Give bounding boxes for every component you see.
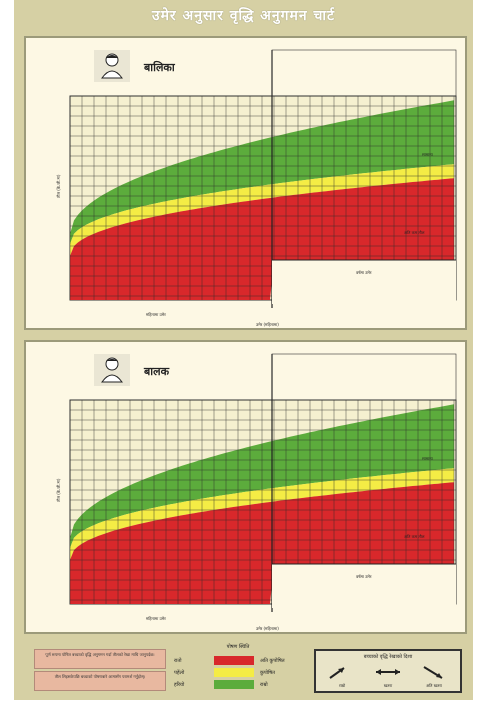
- x-axis-years-label: वर्षमा उमेर: [356, 574, 372, 579]
- yellow-swatch: [214, 668, 254, 677]
- legend-row-red: रातो अति कुपोषित: [170, 655, 306, 667]
- direction-title: बच्चाको वृद्धि रेखाको दिशा: [363, 654, 413, 660]
- legend-code: हरियो: [174, 682, 185, 688]
- poster-title: उमेर अनुसार वृद्धि अनुगमन चार्ट: [151, 8, 336, 24]
- x-axis-months-label: महिनामा उमेर: [146, 312, 166, 317]
- direction-danger: खतरा: [368, 663, 408, 689]
- upper-right-frame: [271, 49, 457, 97]
- legend-code: पहेंलो: [174, 670, 185, 676]
- boy-label: बालक: [144, 365, 170, 378]
- boy-growth-chart: तौल (के.जी.मा) महिनामा उमेर उमेर (महिनामा)…: [56, 353, 457, 631]
- grid-lines: [69, 399, 456, 604]
- lower-right-blank: [272, 564, 456, 608]
- direction-label: खतरा: [383, 683, 393, 688]
- boy-growth-panel: बालक तौल (के.जी.मा) महिनामा उमेर उमेर (महि…: [24, 340, 467, 634]
- x-axis-age-label: उमेर (महिनामा): [256, 626, 279, 631]
- direction-label: राम्रो: [338, 683, 346, 688]
- green-zone-label: सामान्य: [422, 152, 433, 157]
- green-swatch: [214, 680, 254, 689]
- legend-row-yellow: पहेंलो कुपोषित: [170, 667, 306, 679]
- arrow-flat-icon: [376, 669, 400, 675]
- legend-title: पोषण स्थिति: [226, 644, 250, 650]
- info-strip: पूर्ण रूपमा पोषित बच्चाको वृद्धि अनुगमन …: [24, 643, 463, 693]
- legend-desc: कुपोषित: [260, 670, 276, 676]
- x-axis-age-label: उमेर (महिनामा): [256, 322, 279, 327]
- girl-label: बालिका: [144, 61, 175, 74]
- y-axis-label: तौल (के.जी.मा): [56, 478, 61, 502]
- red-zone-label: अति कम तौल: [404, 534, 425, 539]
- note-2: तौल लिइसकेपछि बच्चाको पोषणबारे आमासँग पर…: [34, 671, 166, 691]
- y-axis-label: तौल (के.जी.मा): [56, 174, 61, 198]
- legend-desc: अति कुपोषित: [260, 658, 285, 664]
- direction-label: अति खतरा: [426, 683, 442, 688]
- arrow-down-icon: [423, 666, 443, 679]
- arrow-up-icon: [329, 667, 345, 679]
- legend-code: रातो: [174, 658, 182, 664]
- girl-growth-panel: बालिका तौल (के.जी.मा) महिनामा उमेर उमेर (म…: [24, 36, 467, 330]
- x-axis-years-label: वर्षमा उमेर: [356, 270, 372, 275]
- growth-chart-poster: उमेर अनुसार वृद्धि अनुगमन चार्ट बालिका त…: [14, 0, 473, 700]
- girl-icon: [94, 50, 130, 82]
- lower-right-blank: [272, 260, 456, 304]
- growth-direction-box: बच्चाको वृद्धि रेखाको दिशा राम्रो खतरा अ…: [314, 649, 462, 693]
- red-swatch: [214, 656, 254, 665]
- note-1: पूर्ण रूपमा पोषित बच्चाको वृद्धि अनुगमन …: [34, 649, 166, 669]
- nutrition-legend: पोषण स्थिति रातो अति कुपोषित पहेंलो कुपो…: [170, 644, 306, 691]
- legend-row-green: हरियो राम्रो: [170, 679, 306, 691]
- direction-severe: अति खतरा: [414, 663, 454, 689]
- girl-growth-chart: तौल (के.जी.मा) महिनामा उमेर उमेर (महिनामा)…: [56, 49, 457, 327]
- direction-good: राम्रो: [322, 663, 362, 689]
- legend-desc: राम्रो: [260, 682, 268, 688]
- boy-icon: [94, 354, 130, 386]
- red-zone-label: अति कम तौल: [404, 230, 425, 235]
- x-axis-months-label: महिनामा उमेर: [146, 616, 166, 621]
- upper-right-frame: [271, 353, 457, 401]
- grid-lines: [69, 95, 456, 300]
- green-zone-label: सामान्य: [422, 456, 433, 461]
